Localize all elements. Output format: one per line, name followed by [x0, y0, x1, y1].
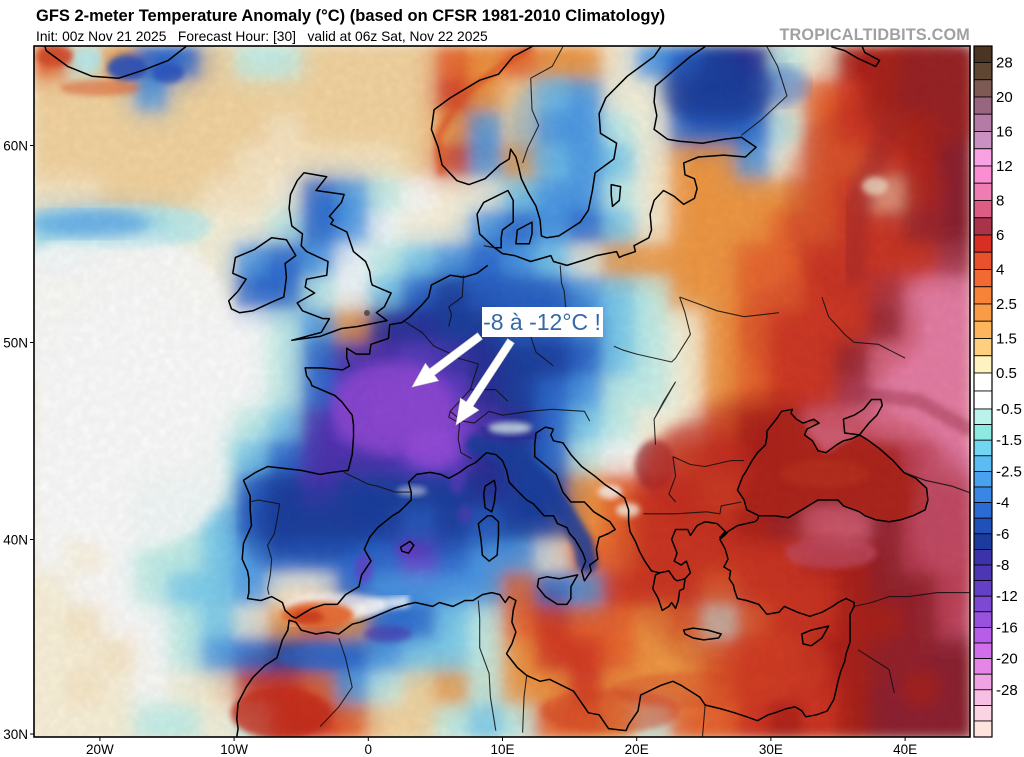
- svg-text:-16: -16: [996, 619, 1018, 636]
- svg-text:1.5: 1.5: [996, 331, 1017, 348]
- svg-text:-28: -28: [996, 682, 1018, 699]
- svg-text:-8 à -12°C !: -8 à -12°C !: [483, 309, 601, 335]
- svg-text:20W: 20W: [86, 742, 114, 757]
- svg-text:0: 0: [365, 742, 373, 757]
- svg-text:-6: -6: [996, 526, 1009, 543]
- svg-text:30N: 30N: [3, 727, 28, 742]
- svg-text:6: 6: [996, 227, 1004, 244]
- svg-text:16: 16: [996, 124, 1013, 141]
- svg-text:40E: 40E: [893, 742, 917, 757]
- svg-text:4: 4: [996, 262, 1004, 279]
- svg-text:-4: -4: [996, 495, 1009, 512]
- svg-text:TROPICALTIDBITS.COM: TROPICALTIDBITS.COM: [779, 26, 970, 44]
- svg-text:-8: -8: [996, 557, 1009, 574]
- svg-text:8: 8: [996, 193, 1004, 210]
- svg-text:-20: -20: [996, 651, 1018, 668]
- svg-text:10W: 10W: [220, 742, 248, 757]
- svg-text:2.5: 2.5: [996, 296, 1017, 313]
- svg-text:20: 20: [996, 89, 1013, 106]
- svg-text:-1.5: -1.5: [996, 432, 1022, 449]
- svg-text:GFS 2-meter Temperature Anomal: GFS 2-meter Temperature Anomaly (°C) (ba…: [36, 7, 665, 25]
- svg-text:Init: 00z Nov 21 2025 Foreca: Init: 00z Nov 21 2025 Forecast Hour: [30…: [36, 29, 488, 44]
- svg-text:30E: 30E: [759, 742, 783, 757]
- svg-text:28: 28: [996, 55, 1013, 72]
- svg-text:10E: 10E: [490, 742, 514, 757]
- svg-text:-12: -12: [996, 588, 1018, 605]
- svg-text:12: 12: [996, 158, 1013, 175]
- svg-text:60N: 60N: [3, 139, 28, 154]
- svg-text:20E: 20E: [625, 742, 649, 757]
- svg-text:50N: 50N: [3, 336, 28, 351]
- svg-text:-0.5: -0.5: [996, 401, 1022, 418]
- svg-text:40N: 40N: [3, 533, 28, 548]
- svg-text:0.5: 0.5: [996, 365, 1017, 382]
- svg-text:-2.5: -2.5: [996, 463, 1022, 480]
